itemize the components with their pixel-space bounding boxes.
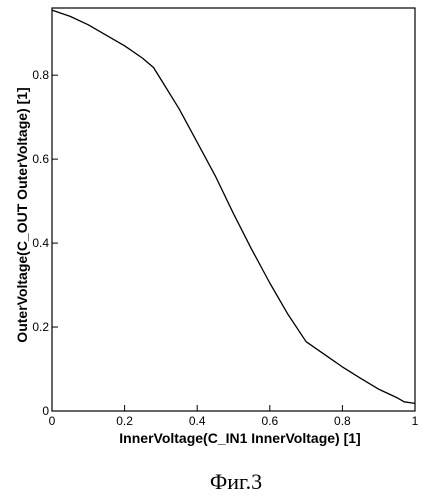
- series-layer: [51, 9, 416, 405]
- x-tick-label: 0.8: [334, 414, 351, 428]
- ticks: 0 0.2 0.4 0.6 0.8 1 0 0.2 0.4 0.6 0.8: [32, 68, 418, 428]
- y-axis-title: OuterVoltage(C_OUT OuterVoltage) [1]: [14, 87, 30, 342]
- x-tick-label: 0: [49, 414, 56, 428]
- x-tick-label: 0.2: [116, 414, 133, 428]
- figure-caption: Фиг.3: [210, 469, 262, 494]
- y-tick-label: 0.8: [32, 68, 49, 82]
- axes: [51, 7, 416, 412]
- x-axis-title: InnerVoltage(C_IN1 InnerVoltage) [1]: [119, 430, 360, 446]
- x-tick-label: 0.4: [189, 414, 206, 428]
- y-tick-label: 0.4: [32, 236, 49, 250]
- x-tick-label: 0.6: [261, 414, 278, 428]
- y-tick-label: 0.2: [32, 320, 49, 334]
- y-tick-label: 0.6: [32, 152, 49, 166]
- plot-frame: [51, 7, 416, 412]
- y-tick-label: 0: [42, 404, 49, 418]
- series-line: [51, 9, 416, 405]
- x-tick-label: 1: [412, 414, 419, 428]
